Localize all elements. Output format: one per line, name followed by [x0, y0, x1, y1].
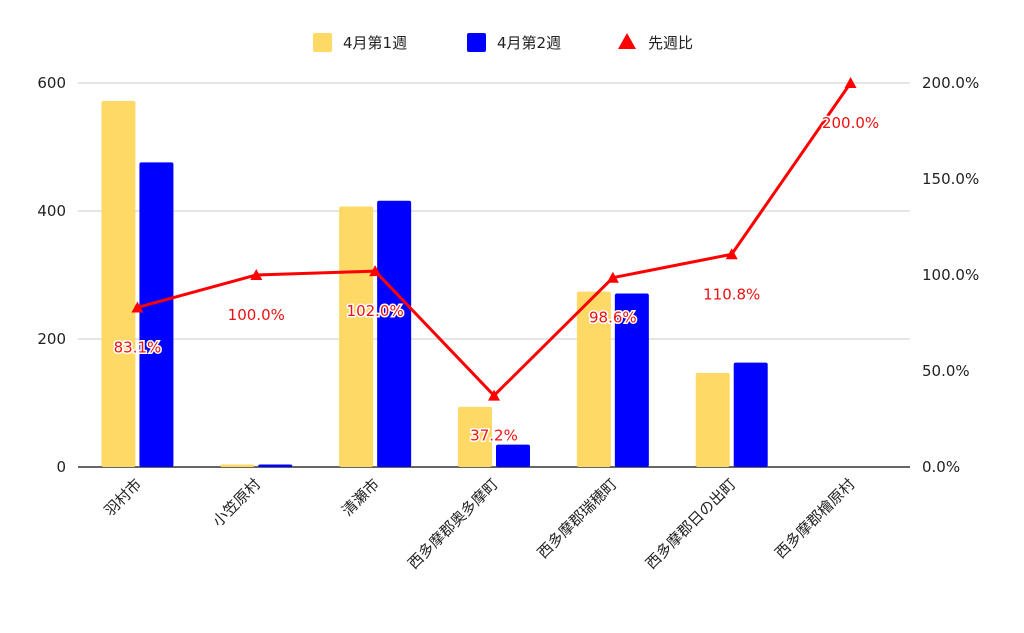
ratio-marker [488, 389, 500, 401]
category-label: 西多摩郡瑞穂町 [534, 475, 621, 562]
ratio-marker [369, 265, 382, 277]
category-labels: 羽村市 小笠原村 清瀬市 西多摩郡奥多摩町 西多摩郡瑞穂町 西多摩郡日の出町 西多摩郡檜原村 [101, 475, 859, 573]
legend-swatch-0 [313, 33, 332, 52]
bars [101, 100, 768, 468]
right-axis-ticks: 0.0% 50.0% 100.0% 150.0% 200.0% [922, 74, 979, 476]
bar-week2 [258, 464, 293, 467]
ratio-data-label: 102.0% [347, 302, 404, 320]
ratio-marker [131, 301, 144, 313]
bar-week1 [576, 291, 611, 467]
right-tick-label: 150.0% [922, 170, 979, 188]
right-tick-label: 100.0% [922, 266, 979, 284]
right-tick-label: 50.0% [922, 362, 970, 380]
category-label: 小笠原村 [209, 475, 264, 530]
bar-week1 [458, 406, 492, 467]
ratio-labels: 83.1% 100.0% 102.0% 37.2% 98.6% 110.8% 200.0% [112, 113, 881, 447]
ratio-line-path [137, 82, 852, 398]
ratio-markers [131, 77, 857, 401]
ratio-data-label: 100.0% [228, 306, 285, 324]
ratio-marker [844, 77, 857, 88]
ratio-line [137, 82, 852, 398]
ratio-marker [606, 271, 619, 283]
left-tick-label: 200 [37, 330, 66, 348]
legend: 4月第1週 4月第2週 先週比 [313, 33, 693, 52]
legend-triangle-icon [618, 33, 636, 49]
right-tick-label: 200.0% [922, 74, 979, 92]
category-label: 西多摩郡檜原村 [771, 475, 858, 562]
bar-week1 [220, 464, 255, 467]
category-label: 清瀬市 [338, 475, 383, 520]
left-tick-label: 0 [56, 458, 66, 476]
bar-week2 [496, 444, 530, 467]
bar-week1 [101, 100, 136, 468]
ratio-data-label: 110.8% [703, 285, 760, 303]
left-tick-label: 400 [37, 202, 66, 220]
legend-label-0: 4月第1週 [343, 34, 407, 52]
ratio-marker [250, 269, 263, 280]
right-tick-label: 0.0% [922, 458, 960, 476]
bar-week2 [377, 200, 412, 467]
gridlines [78, 82, 910, 468]
legend-label-1: 4月第2週 [497, 34, 561, 52]
category-label: 羽村市 [101, 475, 146, 520]
category-label: 西多摩郡奥多摩町 [404, 475, 502, 573]
bar-week1 [695, 372, 730, 467]
ratio-data-label: 200.0% [822, 114, 879, 132]
category-label: 西多摩郡日の出町 [642, 475, 740, 573]
ratio-marker [725, 248, 738, 260]
ratio-data-label: 83.1% [114, 338, 162, 356]
ratio-data-label: 37.2% [470, 427, 518, 445]
bar-week1 [339, 206, 374, 467]
ratio-data-label: 98.6% [589, 309, 637, 327]
bar-week2 [733, 362, 768, 467]
bar-week2 [614, 293, 649, 467]
left-tick-label: 600 [37, 74, 66, 92]
legend-swatch-1 [467, 33, 486, 52]
bar-week2 [139, 162, 174, 468]
left-axis-ticks: 0 200 400 600 [37, 74, 66, 476]
legend-label-2: 先週比 [648, 34, 693, 52]
